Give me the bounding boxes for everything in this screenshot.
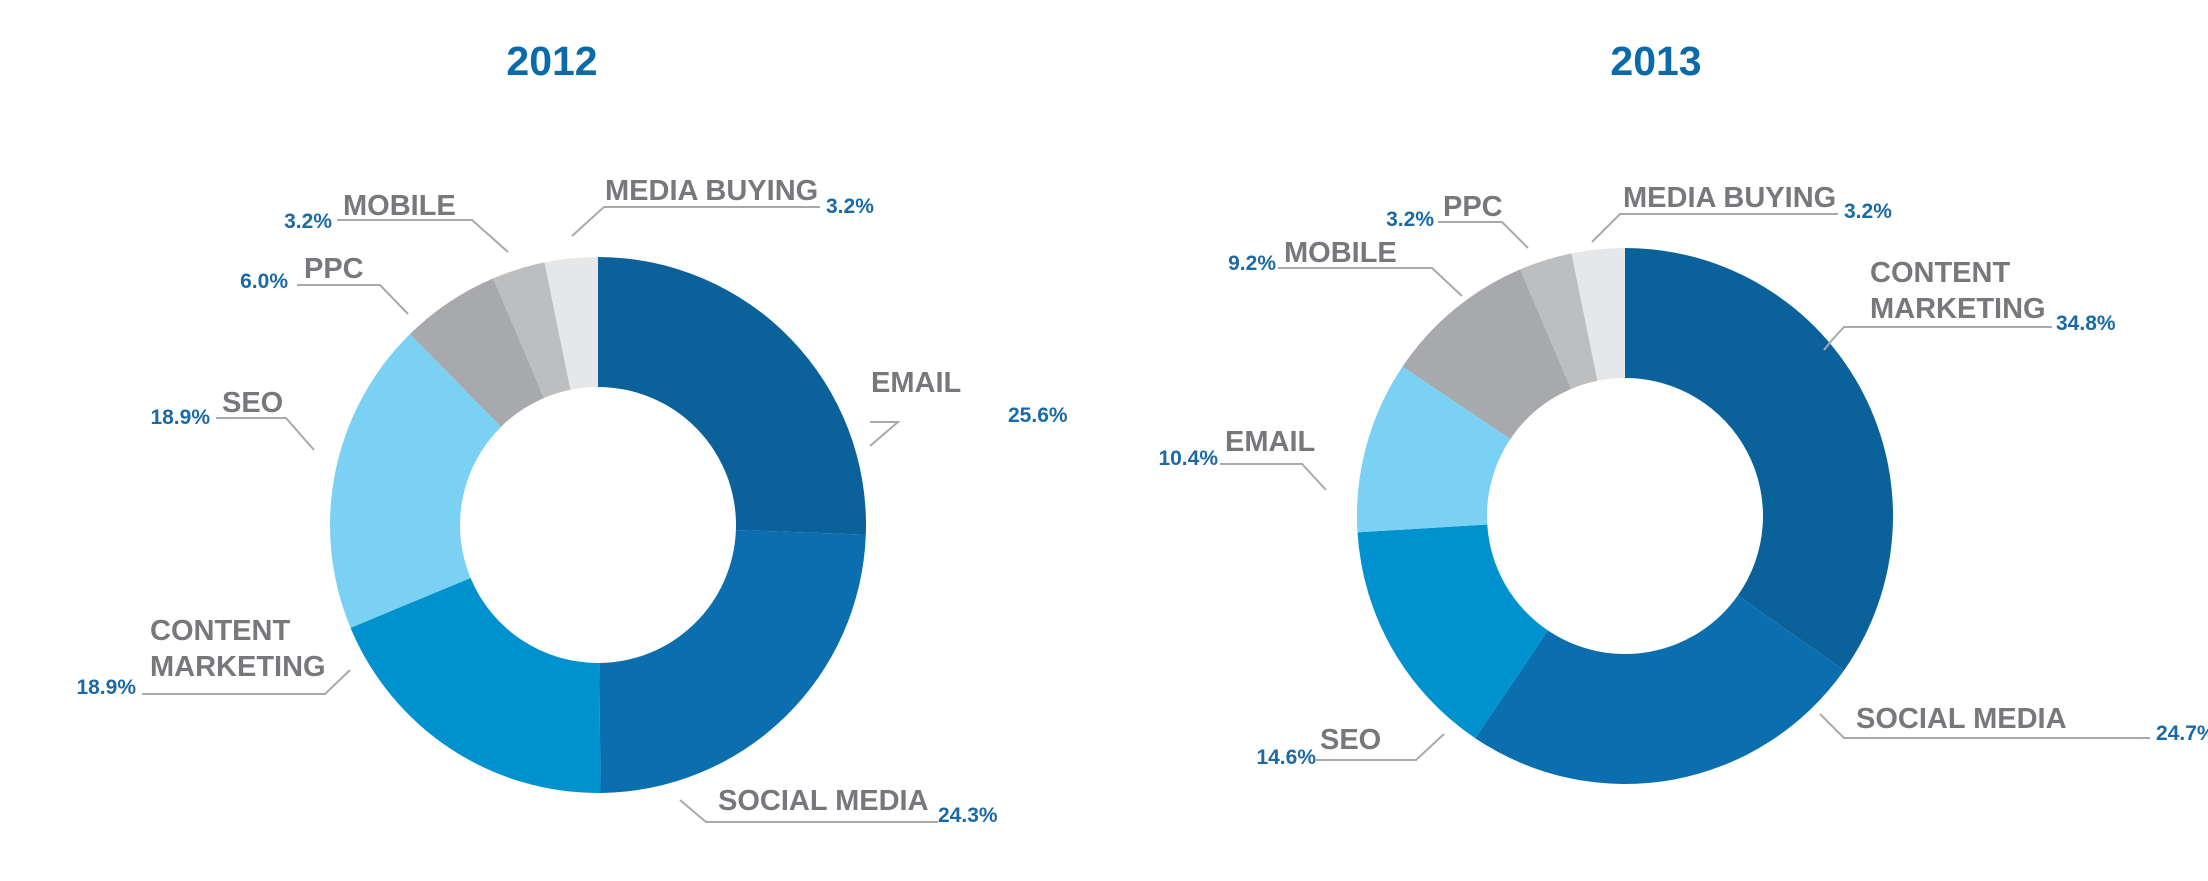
percent-label-mobile-2013: 9.2% bbox=[1228, 252, 1276, 275]
leader-line-media-buying-2012 bbox=[571, 206, 820, 237]
leader-line-seo-2013 bbox=[1316, 733, 1445, 761]
slice-email-2012 bbox=[598, 257, 867, 535]
percent-label-social-media-2013: 24.7% bbox=[2156, 722, 2208, 745]
slice-media-buying-2012 bbox=[544, 257, 598, 390]
slice-email-2013 bbox=[1356, 366, 1511, 533]
percent-label-content-marketing-2013: 34.8% bbox=[2056, 312, 2116, 335]
leader-line-ppc-2012 bbox=[297, 284, 409, 315]
leader-line-content-marketing-2012 bbox=[142, 669, 351, 695]
slice-mobile-2012 bbox=[493, 262, 571, 398]
slice-media-buying-2013 bbox=[1571, 248, 1625, 381]
percent-label-ppc-2013: 3.2% bbox=[1386, 208, 1434, 231]
slice-mobile-2013 bbox=[1402, 269, 1572, 440]
leader-line-seo-2012 bbox=[216, 417, 315, 451]
category-label-media-buying-2013: MEDIA BUYING bbox=[1623, 182, 1836, 214]
donut-svg-2012: EMAIL 25.6% SOCIAL MEDIA 24.3% CONTENT MARKET… bbox=[76, 175, 1068, 827]
category-label-content-marketing-2013: CONTENT bbox=[1870, 257, 2010, 289]
slice-content-marketing-2012 bbox=[350, 577, 601, 794]
slice-content-marketing-2013 bbox=[1625, 248, 1894, 671]
leader-line-mobile-2012 bbox=[337, 219, 509, 253]
leader-line-email-2013 bbox=[1220, 463, 1327, 491]
leader-line-email-2012 bbox=[869, 421, 901, 447]
category-label-ppc-2012: PPC bbox=[304, 253, 364, 285]
leader-line-media-buying-2013 bbox=[1591, 213, 1838, 243]
leader-line-content-marketing-2013 bbox=[1823, 326, 2052, 351]
leader-line-mobile-2013 bbox=[1278, 267, 1463, 297]
percent-label-social-media-2012: 24.3% bbox=[938, 804, 998, 827]
chart-title-2012: 2012 bbox=[506, 38, 598, 84]
donut-chart-2013: 2013 CONTENT MARKETING 34.8% SOCIAL MEDIA 24… bbox=[1104, 0, 2208, 881]
donut-svg-2013: CONTENT MARKETING 34.8% SOCIAL MEDIA 24.7% SE… bbox=[1158, 182, 2208, 785]
category-label-email-2012: EMAIL bbox=[871, 367, 961, 399]
category-label-social-media-2012: SOCIAL MEDIA bbox=[718, 785, 929, 817]
category-label-email-2013: EMAIL bbox=[1225, 426, 1315, 458]
percent-label-media-buying-2012: 3.2% bbox=[826, 195, 874, 218]
percent-label-seo-2013: 14.6% bbox=[1256, 746, 1316, 769]
category-label-ppc-2013: PPC bbox=[1443, 191, 1503, 223]
slice-social-media-2013 bbox=[1475, 595, 1845, 785]
category-label-content-marketing-2012: CONTENT bbox=[150, 615, 290, 647]
percent-label-email-2012: 25.6% bbox=[1008, 404, 1068, 427]
leader-line-social-media-2012 bbox=[679, 799, 938, 823]
category-label-social-media-2013: SOCIAL MEDIA bbox=[1856, 703, 2067, 735]
percent-label-content-marketing-2012: 18.9% bbox=[76, 676, 136, 699]
slice-ppc-2012 bbox=[409, 278, 545, 427]
category-label-content-marketing-2013: MARKETING bbox=[1870, 293, 2046, 325]
percent-label-ppc-2012: 6.0% bbox=[240, 270, 288, 293]
category-label-seo-2012: SEO bbox=[222, 387, 283, 419]
chart-title-2013: 2013 bbox=[1610, 38, 1702, 84]
category-label-seo-2013: SEO bbox=[1320, 724, 1381, 756]
category-label-mobile-2013: MOBILE bbox=[1284, 237, 1397, 269]
percent-label-mobile-2012: 3.2% bbox=[284, 210, 332, 233]
percent-label-email-2013: 10.4% bbox=[1158, 447, 1218, 470]
percent-label-media-buying-2013: 3.2% bbox=[1844, 200, 1892, 223]
percent-label-seo-2012: 18.9% bbox=[150, 406, 210, 429]
slice-seo-2012 bbox=[329, 334, 502, 628]
leader-line-ppc-2013 bbox=[1438, 221, 1529, 249]
category-label-mobile-2012: MOBILE bbox=[343, 190, 456, 222]
category-label-content-marketing-2012: MARKETING bbox=[150, 651, 326, 683]
donut-chart-2012: 2012 EMAIL 25.6% SOCIAL MEDIA 24.3% CONTENT M… bbox=[76, 38, 1068, 827]
slice-ppc-2013 bbox=[1520, 253, 1598, 389]
category-label-media-buying-2012: MEDIA BUYING bbox=[605, 175, 818, 207]
leader-line-social-media-2013 bbox=[1819, 713, 2150, 739]
slice-social-media-2012 bbox=[599, 529, 866, 793]
slice-seo-2013 bbox=[1357, 524, 1548, 739]
